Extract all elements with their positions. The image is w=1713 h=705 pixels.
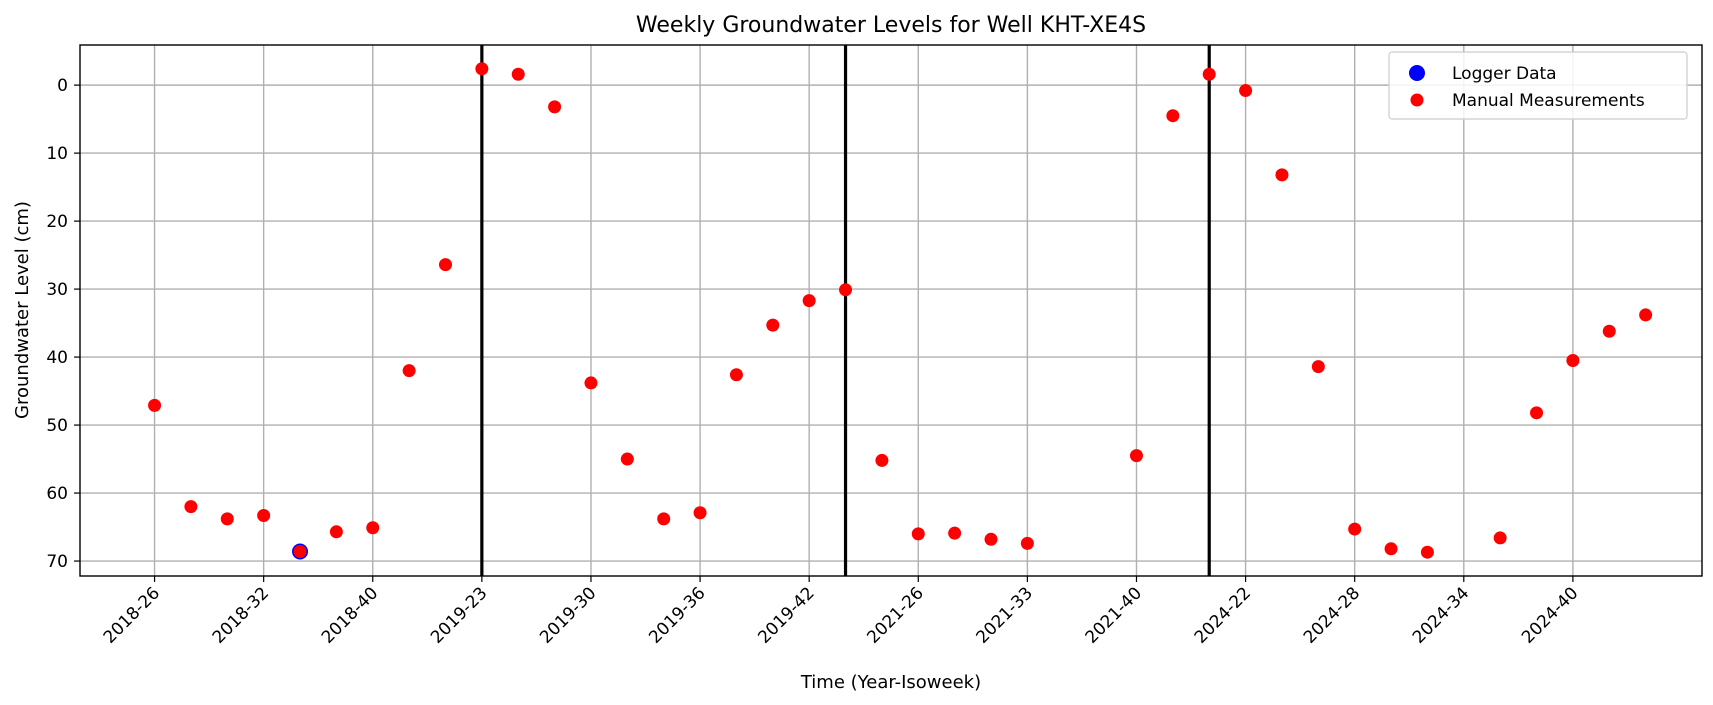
y-axis-label: Groundwater Level (cm) [12, 201, 33, 419]
y-tick-label: 10 [46, 144, 68, 164]
grid-lines [80, 45, 1702, 576]
manual-point [657, 512, 671, 526]
manual-point [148, 398, 162, 412]
chart-title: Weekly Groundwater Levels for Well KHT-X… [636, 13, 1146, 38]
manual-point [766, 318, 780, 332]
manual-point [1129, 449, 1143, 463]
x-tick-label: 2021-33 [973, 583, 1037, 647]
x-tick-label: 2019-42 [754, 583, 818, 647]
legend-manual-marker [1410, 93, 1424, 107]
manual-point [1639, 308, 1653, 322]
plot-frame [79, 44, 1703, 577]
x-axis-label: Time (Year-Isoweek) [800, 672, 981, 693]
manual-point [620, 452, 634, 466]
x-tick-label: 2021-26 [863, 583, 927, 647]
manual-point [548, 100, 562, 114]
legend-box [1388, 51, 1688, 120]
manual-point [1420, 545, 1434, 559]
x-tick-label: 2018-40 [318, 583, 382, 647]
legend-logger-marker [1409, 65, 1425, 81]
y-tick-label: 30 [46, 280, 68, 300]
data-points [148, 62, 1653, 560]
manual-point [184, 500, 198, 514]
manual-point [475, 62, 489, 76]
y-tick-label: 40 [46, 348, 68, 368]
vertical-separators [480, 45, 1211, 576]
manual-point [220, 512, 234, 526]
manual-point [1348, 522, 1362, 536]
manual-point [875, 453, 889, 467]
manual-point [1020, 536, 1034, 550]
manual-point [402, 364, 416, 378]
manual-point [729, 368, 743, 382]
manual-point [984, 532, 998, 546]
manual-point [511, 67, 525, 81]
manual-point [948, 526, 962, 540]
manual-point [693, 506, 707, 520]
manual-point [584, 376, 598, 390]
x-tick-label: 2024-28 [1300, 583, 1364, 647]
legend: Logger Data Manual Measurements [1388, 51, 1688, 120]
manual-point [911, 527, 925, 541]
x-tick-label: 2021-40 [1082, 583, 1146, 647]
manual-point [1166, 109, 1180, 123]
manual-point [438, 258, 452, 272]
manual-point [366, 521, 380, 535]
x-tick-label: 2019-23 [427, 583, 491, 647]
y-tick-label: 50 [46, 416, 68, 436]
manual-point [839, 283, 853, 297]
y-tick-label: 60 [46, 484, 68, 504]
manual-point [1275, 168, 1289, 182]
manual-point [293, 545, 307, 559]
x-tick-label: 2024-34 [1409, 583, 1473, 647]
legend-logger-label: Logger Data [1452, 64, 1557, 84]
manual-point [1566, 353, 1580, 367]
x-tick-label: 2024-40 [1518, 583, 1582, 647]
manual-point [1602, 324, 1616, 338]
manual-point [1384, 542, 1398, 556]
x-tick-label: 2019-30 [536, 583, 600, 647]
y-tick-label: 70 [46, 552, 68, 572]
manual-point [329, 525, 343, 539]
manual-point [802, 294, 816, 308]
manual-point [1239, 84, 1253, 98]
manual-point [257, 508, 271, 522]
manual-point [1530, 406, 1544, 420]
y-tick-label: 20 [46, 212, 68, 232]
x-tick-label: 2018-32 [209, 583, 273, 647]
x-tick-label: 2019-36 [645, 583, 709, 647]
legend-manual-label: Manual Measurements [1452, 91, 1645, 111]
x-tick-label: 2024-22 [1191, 583, 1255, 647]
x-tick-label: 2018-26 [100, 583, 164, 647]
axis-ticks: 0 10 20 30 40 50 60 70 2018-26 2018-32 2018-40 2019… [46, 76, 1582, 648]
manual-point [1493, 531, 1507, 545]
y-tick-label: 0 [57, 76, 68, 96]
manual-point [1311, 360, 1325, 374]
manual-point [1202, 67, 1216, 81]
